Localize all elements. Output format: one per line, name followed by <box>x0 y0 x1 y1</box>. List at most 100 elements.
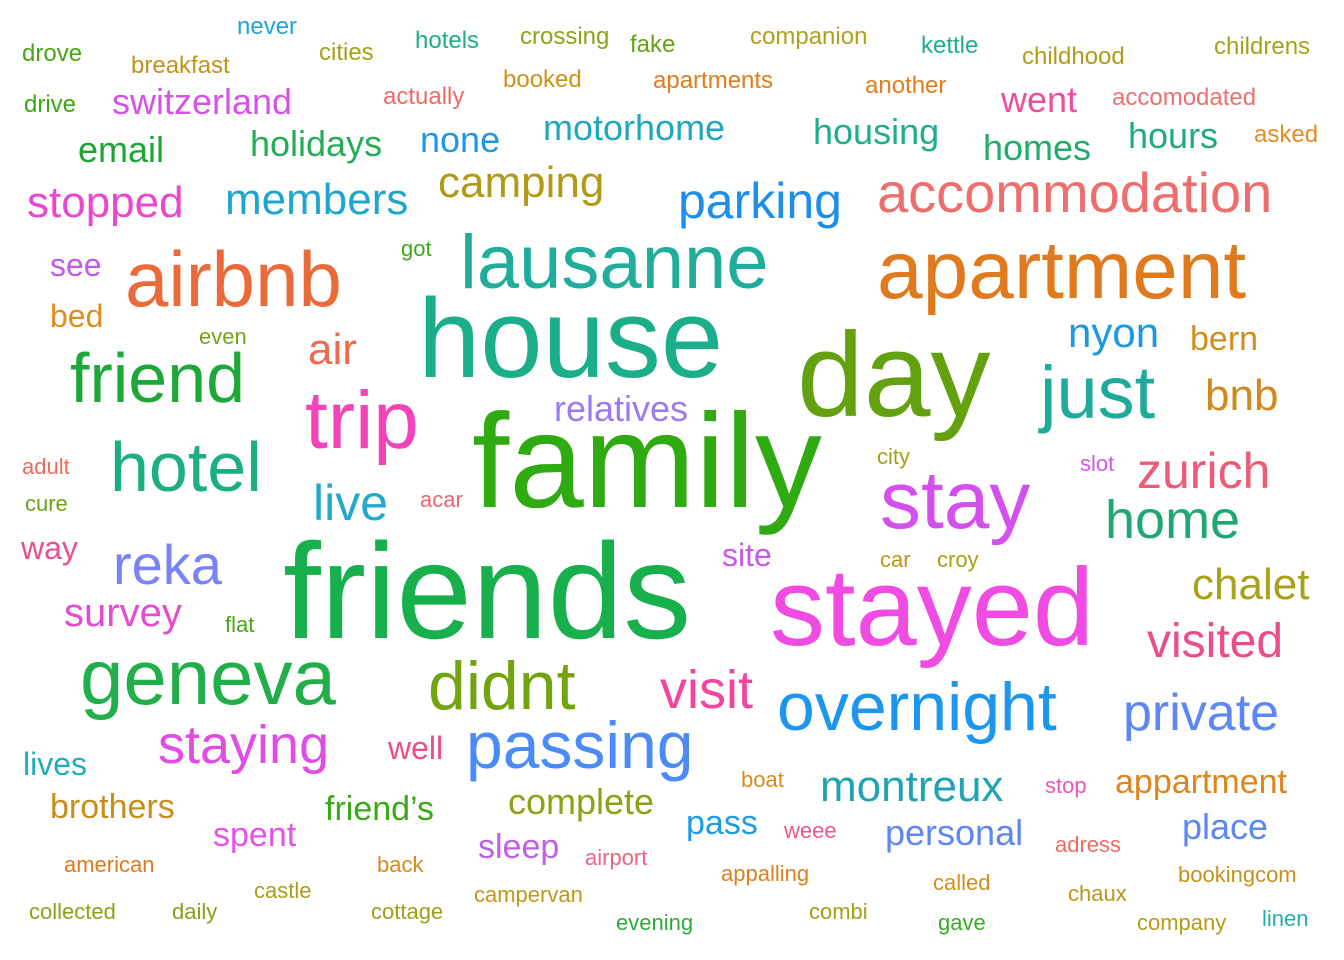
word-weee: weee <box>784 818 837 843</box>
word-asked: asked <box>1254 121 1319 148</box>
word-survey: survey <box>64 591 182 635</box>
word-none: none <box>420 119 501 160</box>
word-even: even <box>199 324 247 349</box>
word-just: just <box>1040 351 1156 434</box>
word-acar: acar <box>420 487 463 512</box>
word-homes: homes <box>983 127 1092 168</box>
word-car: car <box>880 547 911 572</box>
word-gave: gave <box>938 910 986 935</box>
word-crossing: crossing <box>520 23 610 50</box>
word-actually: actually <box>383 83 465 110</box>
word-companion: companion <box>750 23 868 50</box>
word-trip: trip <box>305 375 419 466</box>
word-zurich: zurich <box>1137 443 1271 499</box>
word-chaux: chaux <box>1068 881 1127 906</box>
word-sleep: sleep <box>478 828 560 866</box>
word-appartment: appartment <box>1115 763 1287 801</box>
word-castle: castle <box>254 878 312 903</box>
word-adress: adress <box>1055 832 1122 857</box>
word-drive: drive <box>24 91 77 118</box>
word-bookingcom: bookingcom <box>1178 862 1297 887</box>
word-hours: hours <box>1128 115 1219 156</box>
word-friends: friends <box>283 515 692 667</box>
word-flat: flat <box>225 612 255 637</box>
word-nyon: nyon <box>1068 309 1160 356</box>
word-staying: staying <box>158 715 330 775</box>
word-housing: housing <box>813 111 940 152</box>
word-hotel: hotel <box>110 428 262 506</box>
word-see: see <box>50 247 102 283</box>
word-drove: drove <box>22 40 83 67</box>
word-evening: evening <box>616 910 694 935</box>
word-overnight: overnight <box>777 669 1057 745</box>
word-collected: collected <box>29 899 116 924</box>
word-bed: bed <box>50 298 104 334</box>
word-holidays: holidays <box>250 123 383 164</box>
word-bern: bern <box>1190 320 1259 358</box>
word-relatives: relatives <box>554 388 689 429</box>
word-slot: slot <box>1080 451 1115 476</box>
word-members: members <box>225 175 409 224</box>
word-boat: boat <box>741 767 784 792</box>
word-childhood: childhood <box>1022 43 1125 70</box>
word-hotels: hotels <box>415 27 480 54</box>
word-city: city <box>877 444 910 469</box>
word-airbnb: airbnb <box>125 235 342 323</box>
word-stayed: stayed <box>770 546 1095 669</box>
word-accomodated: accomodated <box>1112 84 1257 111</box>
word-combi: combi <box>809 899 868 924</box>
word-called: called <box>933 870 991 895</box>
word-complete: complete <box>508 781 655 822</box>
word-motorhome: motorhome <box>543 107 726 148</box>
word-bnb: bnb <box>1205 371 1279 420</box>
word-visited: visited <box>1147 615 1284 668</box>
word-campervan: campervan <box>474 882 583 907</box>
word-cities: cities <box>319 39 374 66</box>
word-site: site <box>722 537 772 573</box>
word-family: family <box>472 387 822 536</box>
word-switzerland: switzerland <box>112 81 293 122</box>
word-private: private <box>1123 684 1280 742</box>
word-didnt: didnt <box>428 648 576 724</box>
word-geneva: geneva <box>80 633 336 721</box>
word-cure: cure <box>25 491 68 516</box>
word-parking: parking <box>678 173 842 229</box>
word-brothers: brothers <box>50 788 175 826</box>
word-stay: stay <box>880 455 1031 546</box>
word-day: day <box>797 308 991 442</box>
word-airport: airport <box>585 845 648 870</box>
word-passing: passing <box>466 708 694 782</box>
word-live: live <box>313 475 389 531</box>
word-never: never <box>237 13 298 40</box>
word-cottage: cottage <box>371 899 444 924</box>
word-stopped: stopped <box>27 178 184 227</box>
word-email: email <box>78 129 165 170</box>
word-adult: adult <box>22 454 70 479</box>
word-friends-possessive: friend’s <box>325 790 434 828</box>
word-apartment: apartment <box>877 225 1247 316</box>
word-visit: visit <box>660 660 753 720</box>
word-apartments: apartments <box>653 67 774 94</box>
word-accommodation: accommodation <box>877 161 1273 224</box>
word-linen: linen <box>1262 906 1309 931</box>
word-kettle: kettle <box>921 32 979 59</box>
word-croy: croy <box>937 547 979 572</box>
word-personal: personal <box>885 812 1024 853</box>
word-place: place <box>1182 806 1269 847</box>
word-chalet: chalet <box>1192 560 1310 609</box>
word-back: back <box>377 852 424 877</box>
word-air: air <box>308 325 357 374</box>
word-camping: camping <box>438 158 605 207</box>
word-spent: spent <box>213 816 297 854</box>
word-fake: fake <box>630 31 676 58</box>
word-got: got <box>401 236 432 261</box>
word-childrens: childrens <box>1214 33 1311 60</box>
word-american: american <box>64 852 155 877</box>
word-daily: daily <box>172 899 218 924</box>
word-went: went <box>1001 79 1078 120</box>
word-lives: lives <box>23 746 88 782</box>
word-another: another <box>865 72 947 99</box>
word-booked: booked <box>503 66 582 93</box>
word-well: well <box>388 730 444 766</box>
